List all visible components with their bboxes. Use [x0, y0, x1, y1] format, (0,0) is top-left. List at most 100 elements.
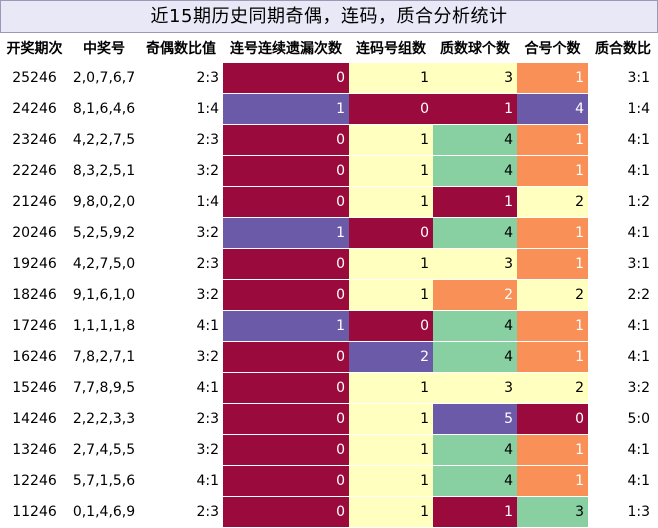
streak-cell: 0 [223, 372, 349, 404]
odd-even-cell: 3:2 [139, 434, 223, 466]
header-row: 开奖期次 中奖号 奇偶数比值 连号连续遗漏次数 连码号组数 质数球个数 合号个数… [0, 33, 658, 63]
odd-even-cell: 1:4 [139, 93, 223, 125]
groups-cell: 1 [349, 434, 433, 466]
numbers-cell: 5,2,5,9,2 [69, 217, 139, 249]
primes-cell: 3 [433, 63, 517, 94]
ratio-cell: 4:1 [588, 310, 658, 342]
streak-cell: 0 [223, 341, 349, 373]
groups-cell: 0 [349, 93, 433, 125]
ratio-cell: 3:1 [588, 63, 658, 94]
table-row: 25246 2,0,7,6,7 2:3 0 1 3 1 3:1 [0, 63, 658, 94]
streak-cell: 1 [223, 217, 349, 249]
table-row: 16246 7,8,2,7,1 3:2 0 2 4 1 4:1 [0, 341, 658, 373]
odd-even-cell: 4:1 [139, 310, 223, 342]
composites-cell: 1 [517, 341, 588, 373]
numbers-cell: 7,7,8,9,5 [69, 372, 139, 404]
streak-cell: 0 [223, 496, 349, 528]
numbers-cell: 8,3,2,5,1 [69, 155, 139, 187]
streak-cell: 0 [223, 403, 349, 435]
table-row: 14246 2,2,2,3,3 2:3 0 1 5 0 5:0 [0, 403, 658, 435]
odd-even-cell: 2:3 [139, 248, 223, 280]
composites-cell: 1 [517, 310, 588, 342]
table-row: 17246 1,1,1,1,8 4:1 1 0 4 1 4:1 [0, 310, 658, 342]
primes-cell: 3 [433, 248, 517, 280]
ratio-cell: 3:1 [588, 248, 658, 280]
streak-cell: 0 [223, 155, 349, 187]
odd-even-cell: 4:1 [139, 465, 223, 497]
period-cell: 25246 [0, 63, 69, 94]
ratio-cell: 5:0 [588, 403, 658, 435]
numbers-cell: 4,2,2,7,5 [69, 124, 139, 156]
primes-cell: 1 [433, 496, 517, 528]
composites-cell: 1 [517, 248, 588, 280]
numbers-cell: 0,1,4,6,9 [69, 496, 139, 528]
primes-cell: 4 [433, 465, 517, 497]
groups-cell: 1 [349, 279, 433, 311]
groups-cell: 1 [349, 465, 433, 497]
numbers-cell: 2,7,4,5,5 [69, 434, 139, 466]
ratio-cell: 4:1 [588, 124, 658, 156]
header-ratio: 质合数比 [588, 33, 658, 63]
table-row: 24246 8,1,6,4,6 1:4 1 0 1 4 1:4 [0, 93, 658, 125]
numbers-cell: 5,7,1,5,6 [69, 465, 139, 497]
table-body: 25246 2,0,7,6,7 2:3 0 1 3 1 3:1 24246 8,1,6,4,6 1:… [0, 63, 658, 528]
table-row: 18246 9,1,6,1,0 3:2 0 1 2 2 2:2 [0, 279, 658, 311]
groups-cell: 2 [349, 341, 433, 373]
period-cell: 24246 [0, 93, 69, 125]
primes-cell: 4 [433, 341, 517, 373]
composites-cell: 0 [517, 403, 588, 435]
period-cell: 19246 [0, 248, 69, 280]
ratio-cell: 4:1 [588, 434, 658, 466]
odd-even-cell: 3:2 [139, 217, 223, 249]
groups-cell: 1 [349, 248, 433, 280]
ratio-cell: 4:1 [588, 341, 658, 373]
ratio-cell: 3:2 [588, 372, 658, 404]
streak-cell: 1 [223, 310, 349, 342]
groups-cell: 0 [349, 310, 433, 342]
primes-cell: 2 [433, 279, 517, 311]
table-row: 20246 5,2,5,9,2 3:2 1 0 4 1 4:1 [0, 217, 658, 249]
odd-even-cell: 3:2 [139, 155, 223, 187]
composites-cell: 1 [517, 63, 588, 94]
streak-cell: 0 [223, 186, 349, 218]
period-cell: 12246 [0, 465, 69, 497]
ratio-cell: 4:1 [588, 465, 658, 497]
header-streak: 连号连续遗漏次数 [223, 33, 349, 63]
odd-even-cell: 2:3 [139, 63, 223, 94]
ratio-cell: 4:1 [588, 155, 658, 187]
numbers-cell: 4,2,7,5,0 [69, 248, 139, 280]
period-cell: 23246 [0, 124, 69, 156]
composites-cell: 1 [517, 217, 588, 249]
numbers-cell: 7,8,2,7,1 [69, 341, 139, 373]
groups-cell: 1 [349, 403, 433, 435]
primes-cell: 4 [433, 434, 517, 466]
composites-cell: 2 [517, 186, 588, 218]
groups-cell: 0 [349, 217, 433, 249]
period-cell: 14246 [0, 403, 69, 435]
composites-cell: 4 [517, 93, 588, 125]
numbers-cell: 2,0,7,6,7 [69, 63, 139, 94]
ratio-cell: 4:1 [588, 217, 658, 249]
composites-cell: 1 [517, 465, 588, 497]
ratio-cell: 2:2 [588, 279, 658, 311]
groups-cell: 1 [349, 155, 433, 187]
groups-cell: 1 [349, 124, 433, 156]
streak-cell: 0 [223, 124, 349, 156]
header-groups: 连码号组数 [349, 33, 433, 63]
header-odd-even: 奇偶数比值 [139, 33, 223, 63]
streak-cell: 0 [223, 248, 349, 280]
streak-cell: 0 [223, 434, 349, 466]
groups-cell: 1 [349, 372, 433, 404]
ratio-cell: 1:3 [588, 496, 658, 528]
numbers-cell: 2,2,2,3,3 [69, 403, 139, 435]
period-cell: 18246 [0, 279, 69, 311]
table-row: 22246 8,3,2,5,1 3:2 0 1 4 1 4:1 [0, 155, 658, 187]
odd-even-cell: 2:3 [139, 124, 223, 156]
header-composites: 合号个数 [517, 33, 588, 63]
groups-cell: 1 [349, 186, 433, 218]
period-cell: 11246 [0, 496, 69, 528]
primes-cell: 5 [433, 403, 517, 435]
table-row: 21246 9,8,0,2,0 1:4 0 1 1 2 1:2 [0, 186, 658, 218]
period-cell: 20246 [0, 217, 69, 249]
